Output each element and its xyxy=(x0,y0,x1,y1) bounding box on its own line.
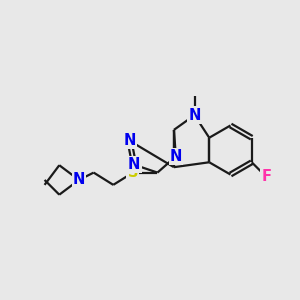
Text: N: N xyxy=(123,133,136,148)
Text: N: N xyxy=(170,149,182,164)
Text: F: F xyxy=(262,169,272,184)
Text: N: N xyxy=(128,157,140,172)
Text: N: N xyxy=(73,172,85,188)
Text: N: N xyxy=(188,108,201,123)
Text: S: S xyxy=(128,165,138,180)
